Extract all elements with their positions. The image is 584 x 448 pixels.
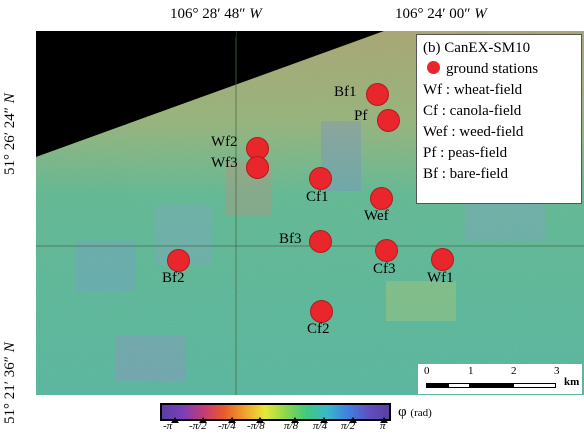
station-label: Cf2 — [307, 321, 330, 337]
legend-marker-row: ground stations — [423, 59, 575, 80]
colorbar-tick-label: -π/8 — [247, 420, 265, 432]
scale-segment — [426, 383, 448, 388]
station-marker — [370, 187, 393, 210]
legend-title: (b) CanEX-SM10 — [423, 40, 531, 56]
station-marker — [431, 248, 454, 271]
station-marker — [377, 109, 400, 132]
legend-entry: Wef : weed-field — [423, 124, 524, 140]
colorbar-unit: φ (rad) — [398, 404, 432, 420]
longitude-label-left: 106° 28′ 48″ W — [170, 6, 262, 22]
colorbar-tick-marker-icon — [171, 417, 179, 423]
legend-entry: Cf : canola-field — [423, 103, 522, 119]
station-marker — [246, 156, 269, 179]
station-marker — [375, 239, 398, 262]
colorbar-tick-marker-icon — [380, 417, 388, 423]
station-label: Cf3 — [373, 261, 396, 277]
station-label: Wf1 — [427, 270, 454, 286]
latitude-label-top: 51° 26′ 24″ N — [2, 93, 18, 175]
station-marker — [366, 83, 389, 106]
colorbar-tick-marker-icon — [199, 417, 207, 423]
station-label: Bf2 — [162, 270, 185, 286]
ground-station-dot-icon — [427, 61, 440, 74]
latitude-label-bottom: 51° 21′ 36″ N — [2, 342, 18, 424]
colorbar-tick-label: -π/2 — [189, 420, 207, 432]
longitude-label-right: 106° 24′ 00″ W — [395, 6, 487, 22]
scale-bar: 0 1 2 3 km — [418, 364, 582, 394]
station-marker — [167, 249, 190, 272]
station-label: Bf1 — [334, 84, 357, 100]
legend-entry: Pf : peas-field — [423, 145, 508, 161]
colorbar-tick-marker-icon — [320, 417, 328, 423]
legend-entry: Bf : bare-field — [423, 166, 508, 182]
scale-tick-label: 1 — [468, 365, 474, 377]
scale-segment — [470, 383, 513, 388]
station-label: Bf3 — [279, 231, 302, 247]
station-label: Pf — [354, 108, 368, 124]
station-label: Cf1 — [306, 189, 329, 205]
station-label: Wef — [364, 208, 389, 224]
scale-segment — [513, 383, 556, 388]
scale-segment — [448, 383, 470, 388]
scale-tick-label: 2 — [511, 365, 517, 377]
colorbar-tick-label: π — [380, 420, 386, 432]
scale-tick-label: 0 — [424, 365, 430, 377]
phase-colorbar — [160, 403, 391, 421]
station-label: Wf3 — [211, 155, 238, 171]
colorbar-tick-marker-icon — [291, 417, 299, 423]
station-marker — [309, 230, 332, 253]
legend-marker-label: ground stations — [446, 61, 539, 77]
station-marker — [310, 300, 333, 323]
scale-unit: km — [564, 376, 580, 388]
colorbar-tick-label: π/2 — [341, 420, 356, 432]
colorbar-tick-marker-icon — [349, 417, 357, 423]
legend-entry: Wf : wheat-field — [423, 82, 523, 98]
colorbar-tick-marker-icon — [228, 417, 236, 423]
station-label: Wf2 — [211, 134, 238, 150]
colorbar-tick-label: -π/4 — [218, 420, 236, 432]
colorbar-tick-label: π/8 — [284, 420, 299, 432]
colorbar-tick-label: π/4 — [313, 420, 328, 432]
colorbar-tick-marker-icon — [256, 417, 264, 423]
station-marker — [309, 167, 332, 190]
legend: (b) CanEX-SM10 ground stations Wf : whea… — [416, 34, 582, 204]
colorbar-tick-label: -π — [163, 420, 173, 432]
scale-tick-label: 3 — [554, 365, 560, 377]
